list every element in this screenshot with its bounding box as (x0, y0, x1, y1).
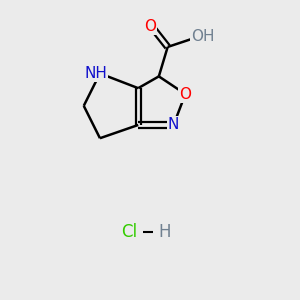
Text: NH: NH (84, 66, 107, 81)
Text: N: N (168, 118, 179, 133)
Text: Cl: Cl (121, 224, 137, 242)
Text: OH: OH (191, 29, 215, 44)
Text: O: O (179, 87, 191, 102)
Text: O: O (144, 19, 156, 34)
Text: H: H (158, 224, 171, 242)
